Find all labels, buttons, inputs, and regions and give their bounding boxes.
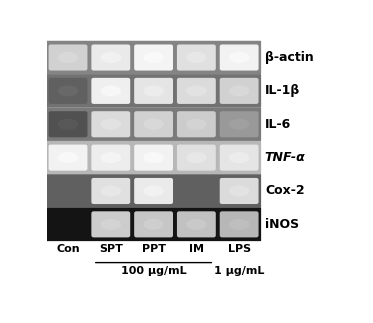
- FancyBboxPatch shape: [134, 78, 173, 104]
- FancyBboxPatch shape: [220, 178, 258, 204]
- FancyBboxPatch shape: [220, 211, 258, 237]
- Text: Con: Con: [56, 244, 80, 254]
- Ellipse shape: [229, 152, 250, 163]
- FancyBboxPatch shape: [177, 111, 216, 137]
- Ellipse shape: [101, 52, 121, 63]
- Ellipse shape: [58, 85, 78, 96]
- FancyBboxPatch shape: [46, 74, 261, 108]
- Text: IM: IM: [189, 244, 204, 254]
- Ellipse shape: [101, 152, 121, 163]
- Text: SPT: SPT: [99, 244, 123, 254]
- Ellipse shape: [143, 152, 164, 163]
- FancyBboxPatch shape: [91, 145, 130, 171]
- FancyBboxPatch shape: [48, 78, 87, 104]
- Text: IL-6: IL-6: [265, 118, 291, 131]
- Ellipse shape: [229, 52, 250, 63]
- Text: Cox-2: Cox-2: [265, 184, 304, 197]
- Ellipse shape: [58, 52, 78, 63]
- Text: TNF-α: TNF-α: [265, 151, 305, 164]
- Text: PPT: PPT: [142, 244, 166, 254]
- FancyBboxPatch shape: [220, 111, 258, 137]
- FancyBboxPatch shape: [220, 145, 258, 171]
- Ellipse shape: [101, 219, 121, 230]
- Ellipse shape: [186, 119, 207, 130]
- Ellipse shape: [186, 152, 207, 163]
- FancyBboxPatch shape: [48, 145, 87, 171]
- FancyBboxPatch shape: [46, 141, 261, 174]
- FancyBboxPatch shape: [46, 174, 261, 208]
- FancyBboxPatch shape: [177, 145, 216, 171]
- FancyBboxPatch shape: [91, 45, 130, 70]
- FancyBboxPatch shape: [91, 111, 130, 137]
- Ellipse shape: [143, 85, 164, 96]
- Ellipse shape: [58, 119, 78, 130]
- Ellipse shape: [143, 52, 164, 63]
- Ellipse shape: [229, 219, 250, 230]
- Ellipse shape: [101, 185, 121, 196]
- FancyBboxPatch shape: [91, 78, 130, 104]
- FancyBboxPatch shape: [48, 111, 87, 137]
- Ellipse shape: [51, 213, 85, 235]
- Text: β-actin: β-actin: [265, 51, 314, 64]
- Ellipse shape: [58, 152, 78, 163]
- Ellipse shape: [143, 185, 164, 196]
- FancyBboxPatch shape: [134, 211, 173, 237]
- FancyBboxPatch shape: [91, 178, 130, 204]
- FancyBboxPatch shape: [220, 45, 258, 70]
- Ellipse shape: [143, 119, 164, 130]
- FancyBboxPatch shape: [48, 45, 87, 70]
- Ellipse shape: [143, 219, 164, 230]
- Ellipse shape: [101, 85, 121, 96]
- FancyBboxPatch shape: [46, 208, 261, 241]
- FancyBboxPatch shape: [134, 145, 173, 171]
- FancyBboxPatch shape: [134, 45, 173, 70]
- Text: 1 μg/mL: 1 μg/mL: [214, 266, 264, 276]
- Ellipse shape: [229, 85, 250, 96]
- Text: LPS: LPS: [228, 244, 251, 254]
- FancyBboxPatch shape: [177, 78, 216, 104]
- Ellipse shape: [186, 85, 207, 96]
- Ellipse shape: [51, 180, 85, 202]
- Ellipse shape: [101, 119, 121, 130]
- Ellipse shape: [186, 52, 207, 63]
- FancyBboxPatch shape: [220, 78, 258, 104]
- FancyBboxPatch shape: [91, 211, 130, 237]
- FancyBboxPatch shape: [177, 45, 216, 70]
- Ellipse shape: [179, 180, 213, 202]
- Ellipse shape: [186, 219, 207, 230]
- FancyBboxPatch shape: [134, 178, 173, 204]
- FancyBboxPatch shape: [46, 108, 261, 141]
- Ellipse shape: [229, 185, 250, 196]
- Text: iNOS: iNOS: [265, 218, 299, 231]
- FancyBboxPatch shape: [177, 211, 216, 237]
- Text: IL-1β: IL-1β: [265, 84, 300, 97]
- FancyBboxPatch shape: [134, 111, 173, 137]
- FancyBboxPatch shape: [46, 41, 261, 74]
- Ellipse shape: [229, 119, 250, 130]
- Text: 100 μg/mL: 100 μg/mL: [121, 266, 186, 276]
